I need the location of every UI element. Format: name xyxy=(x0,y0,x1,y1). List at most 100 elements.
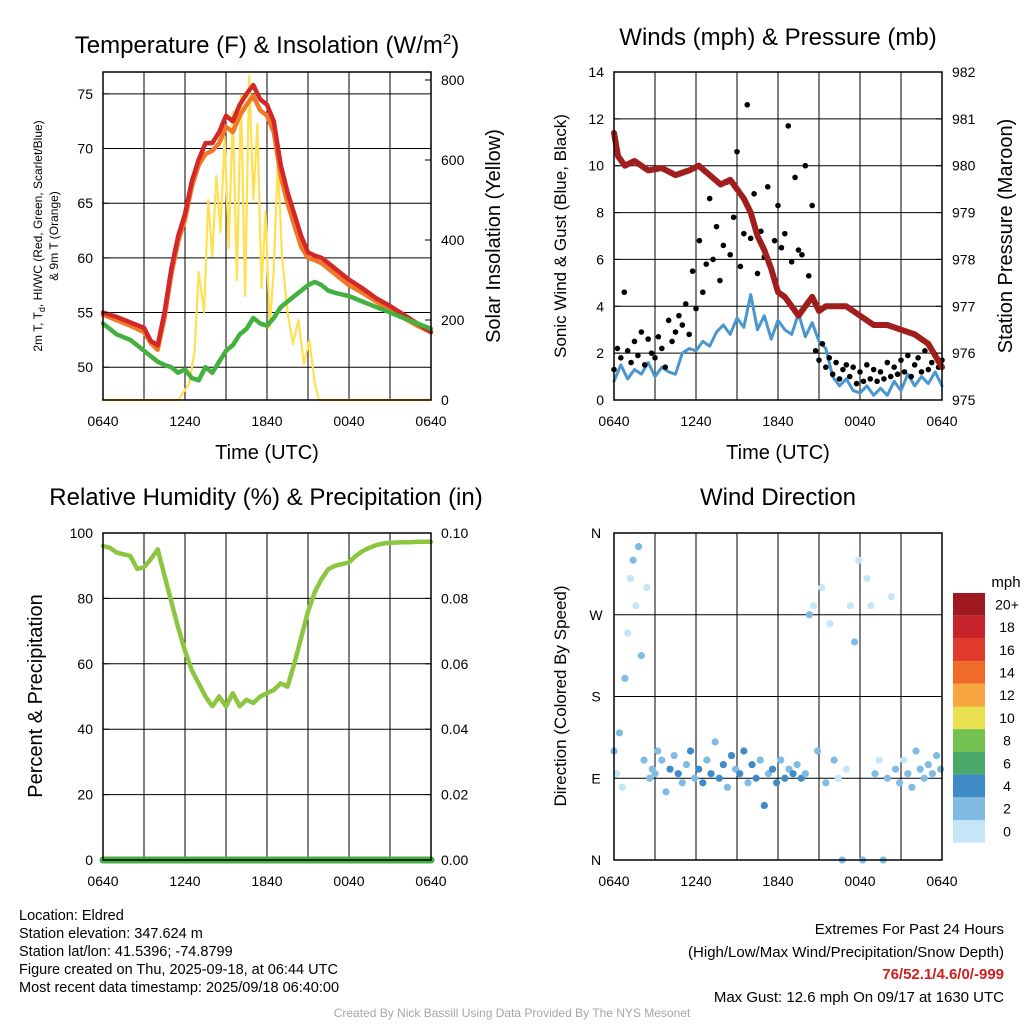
temp-y2-tick-label: 200 xyxy=(441,312,465,328)
wind-direction-point xyxy=(699,779,707,787)
wind-speed-legend-label: 14 xyxy=(999,664,1015,680)
wind-gust-point xyxy=(881,376,887,382)
wind-gust-point xyxy=(795,247,802,253)
wind-direction-point xyxy=(883,774,891,782)
rh-y2-tick-label: 0.04 xyxy=(441,721,468,737)
rh-panel-title: Relative Humidity (%) & Precipitation (i… xyxy=(49,484,482,511)
winds-x-tick-label: 1240 xyxy=(680,413,711,429)
winds-y-tick-label: 4 xyxy=(596,298,604,314)
winds-y-axis-label: Sonic Wind & Gust (Blue, Black) xyxy=(551,114,570,358)
wind-gust-point xyxy=(641,362,648,368)
wind-gust-point xyxy=(696,237,703,244)
wind-speed-legend-label: 16 xyxy=(999,642,1015,658)
wind-gust-point xyxy=(747,235,754,242)
wdir-x-tick-label: 0640 xyxy=(926,873,957,889)
wind-direction-point xyxy=(678,779,686,787)
wind-gust-point xyxy=(864,362,870,368)
wind-direction-point xyxy=(615,729,624,737)
wind-direction-point xyxy=(723,783,732,791)
temp-y-axis-label: 2m T, Td, HI/WC (Red, Green, Scarlet/Blu… xyxy=(31,120,47,351)
station-elevation: Station elevation: 347.624 m xyxy=(19,926,203,942)
wind-gust-point xyxy=(874,378,880,385)
wind-gust-point xyxy=(840,366,846,373)
wdir-y-axis-label: Direction (Colored By Speed) xyxy=(551,585,570,806)
wind-gust-point xyxy=(809,202,815,209)
winds-y2-tick-label: 978 xyxy=(952,251,976,267)
wind-gust-point xyxy=(713,223,720,230)
winds-panel-title: Winds (mph) & Pressure (mb) xyxy=(619,24,936,51)
rh-y2-tick-label: 0.06 xyxy=(441,656,468,672)
wdir-y-tick-label: N xyxy=(591,852,601,868)
figure-created: Figure created on Thu, 2025-09-18, at 06… xyxy=(19,962,338,978)
wind-direction-point xyxy=(744,779,752,787)
wind-gust-point xyxy=(857,369,863,375)
wind-gust-point xyxy=(730,214,737,221)
wind-speed-legend-swatch xyxy=(953,593,985,616)
wind-direction-point xyxy=(670,751,678,760)
wdir-y-tick-label: W xyxy=(589,607,603,623)
wind-speed-legend-label: 18 xyxy=(999,619,1015,635)
temp-x-tick-label: 0640 xyxy=(415,413,446,429)
wind-gust-point xyxy=(700,289,706,296)
wind-direction-point xyxy=(805,611,814,619)
temp-y2-tick-label: 400 xyxy=(441,232,465,248)
wind-direction-point xyxy=(900,756,908,764)
wind-gust-point xyxy=(836,376,843,382)
wdir-x-tick-label: 0040 xyxy=(844,873,875,889)
wind-direction-point xyxy=(809,602,818,610)
wind-gust-point xyxy=(905,352,911,359)
wind-direction-point xyxy=(768,765,777,773)
wind-gust-point xyxy=(898,357,904,363)
wind-direction-point xyxy=(867,602,875,610)
temp-y-tick-label: 60 xyxy=(77,250,93,266)
extremes-subtitle: (High/Low/Max Wind/Precipitation/Snow De… xyxy=(688,943,1004,961)
wind-gust-point xyxy=(672,329,679,335)
wind-gust-point xyxy=(624,348,631,354)
wind-gust-point xyxy=(727,251,733,258)
winds-x-tick-label: 0640 xyxy=(926,413,957,429)
wdir-x-tick-label: 1840 xyxy=(762,873,793,889)
wind-direction-point xyxy=(789,770,797,778)
wind-gust-point xyxy=(911,362,918,368)
wind-gust-point xyxy=(884,359,891,366)
wind-direction-point xyxy=(863,574,871,583)
temp-plot-border xyxy=(102,71,432,401)
wind-direction-point xyxy=(916,765,924,773)
winds-x-axis-label: Time (UTC) xyxy=(726,442,830,464)
wind-direction-point xyxy=(613,770,621,778)
wind-direction-point xyxy=(640,756,648,764)
rh-y-axis-label: Percent & Precipitation xyxy=(25,594,47,797)
winds-x-tick-label: 0640 xyxy=(598,413,629,429)
wind-gust-point xyxy=(771,237,778,244)
rh-y-tick-label: 100 xyxy=(70,525,94,541)
temp-y-tick-label: 65 xyxy=(77,195,93,211)
wind-gust-point xyxy=(799,251,805,258)
winds-y-tick-label: 2 xyxy=(596,345,604,361)
wind-direction-point xyxy=(703,756,711,764)
temp-y-tick-label: 55 xyxy=(77,305,93,321)
winds-y-tick-label: 0 xyxy=(596,392,604,408)
wind-direction-point xyxy=(834,774,842,782)
winds-y2-tick-label: 977 xyxy=(952,298,976,314)
wind-speed-legend-swatch xyxy=(953,797,985,820)
temp-y-tick-label: 75 xyxy=(77,86,93,102)
wind-speed-legend-label: 10 xyxy=(999,710,1015,726)
winds-y2-tick-label: 980 xyxy=(952,158,976,174)
rh-plot-border xyxy=(102,532,432,861)
wind-direction-point xyxy=(871,770,879,778)
temp-y2-tick-label: 0 xyxy=(441,392,449,408)
temp-y2-tick-label: 600 xyxy=(441,152,465,168)
wind-gust-point xyxy=(819,340,826,347)
wind-gust-point xyxy=(922,348,928,354)
wdir-x-tick-label: 0640 xyxy=(598,873,629,889)
winds-plot-border xyxy=(613,71,943,401)
wind-speed-legend-swatch xyxy=(953,751,985,775)
wind-gust-point xyxy=(782,230,788,237)
wind-speed-legend-swatch xyxy=(953,683,985,707)
wind-gust-point xyxy=(720,242,727,249)
wind-gust-point xyxy=(843,362,850,368)
wind-direction-point xyxy=(777,756,785,764)
wind-direction-point xyxy=(666,765,674,773)
temp-x-tick-label: 1240 xyxy=(169,413,200,429)
rh-x-tick-label: 0640 xyxy=(87,873,118,889)
